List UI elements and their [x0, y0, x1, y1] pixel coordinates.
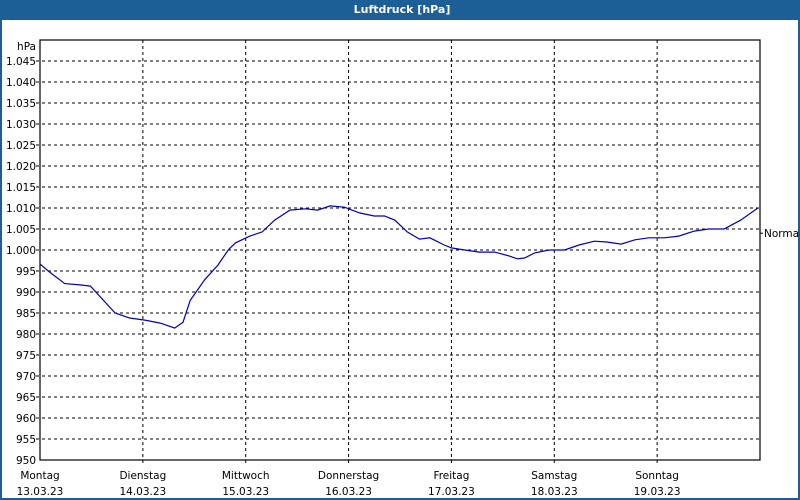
y-tick-label: 985	[16, 308, 36, 320]
y-tick-label: 965	[16, 392, 36, 404]
y-tick-label: 970	[16, 371, 36, 383]
x-tick-day: Sonntag	[635, 470, 679, 482]
y-tick-label: 1.045	[6, 56, 36, 68]
y-tick-label: 950	[16, 455, 36, 467]
x-tick-day: Montag	[20, 470, 59, 482]
x-tick-day: Dienstag	[119, 470, 166, 482]
y-tick-label: 980	[16, 329, 36, 341]
x-tick-day: Samstag	[531, 470, 577, 482]
x-tick-date: 16.03.23	[325, 486, 372, 498]
x-tick-date: 17.03.23	[428, 486, 475, 498]
x-tick-date: 18.03.23	[531, 486, 578, 498]
y-axis: 950 955 960 965 970 975 980 985 990 995 1.000 1.005…	[6, 41, 36, 467]
y-tick-label: 1.020	[6, 161, 36, 173]
grid-lines	[36, 40, 760, 464]
y-tick-label: 960	[16, 413, 36, 425]
y-tick-label: 1.035	[6, 98, 36, 110]
y-tick-label: 995	[16, 266, 36, 278]
x-axis: Montag 13.03.23 Dienstag 14.03.23 Mittwoch 15…	[17, 470, 681, 498]
x-tick-date: 15.03.23	[222, 486, 269, 498]
x-tick-day: Donnerstag	[318, 470, 379, 482]
x-tick-day: Freitag	[433, 470, 469, 482]
y-tick-label: 990	[16, 287, 36, 299]
x-tick-date: 13.03.23	[17, 486, 64, 498]
normal-label: Normal	[764, 228, 800, 240]
y-tick-label: 955	[16, 434, 36, 446]
y-unit-label: hPa	[17, 41, 36, 53]
y-tick-label: 1.040	[6, 77, 36, 89]
normal-reference: Normal	[760, 228, 800, 240]
pressure-line	[39, 205, 759, 329]
y-tick-label: 1.030	[6, 119, 36, 131]
x-tick-date: 14.03.23	[119, 486, 166, 498]
y-tick-label: 1.000	[6, 245, 36, 257]
y-tick-label: 975	[16, 350, 36, 362]
x-tick-date: 19.03.23	[634, 486, 681, 498]
y-tick-label: 1.025	[6, 140, 36, 152]
y-tick-label: 1.010	[6, 203, 36, 215]
window-title: Luftdruck [hPa]	[2, 0, 800, 20]
x-tick-day: Mittwoch	[222, 470, 270, 482]
y-tick-label: 1.005	[6, 224, 36, 236]
y-tick-label: 1.015	[6, 182, 36, 194]
plot-frame	[39, 39, 761, 461]
